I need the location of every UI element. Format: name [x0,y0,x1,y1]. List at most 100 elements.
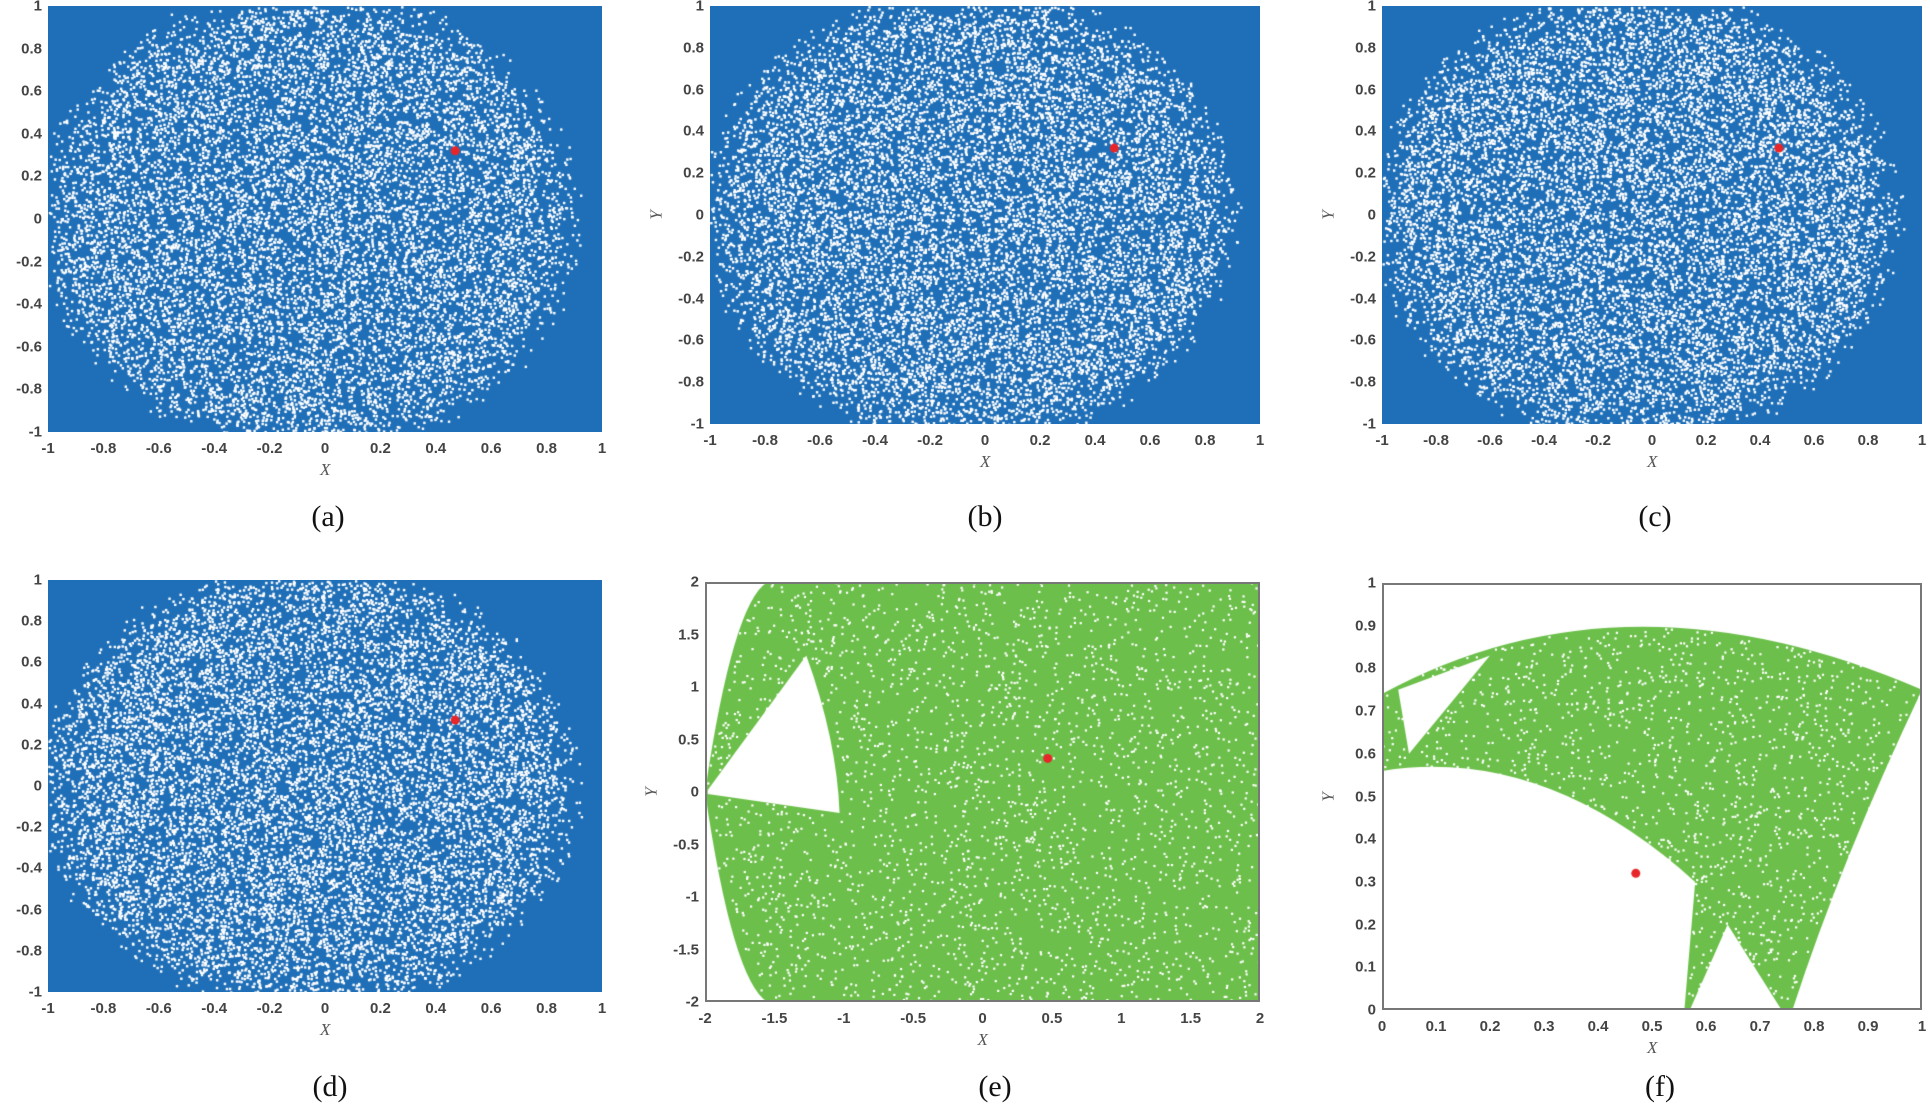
x-tick-label: 0.8 [1857,432,1879,449]
x-tick-label: 0.3 [1533,1018,1555,1035]
x-tick-label: 0.2 [1479,1018,1501,1035]
y-tick-label: 2 [690,573,699,591]
y-tick-label: 0 [695,206,704,224]
x-tick-label: -0.6 [145,440,172,457]
y-axis-label: Y [0,781,5,790]
x-tick-label: 0 [320,440,330,457]
x-tick-label: 1.5 [1180,1010,1202,1027]
x-tick-label: -0.6 [1477,432,1503,449]
y-tick-label: 0.9 [1355,617,1376,635]
x-tick-label: 1 [1917,432,1927,449]
x-tick-label: -2 [698,1010,712,1027]
x-tick-label: -0.6 [807,432,833,449]
y-tick-label: 0 [1367,206,1376,224]
y-tick-label: -0.8 [16,942,42,960]
plot-area-d [48,580,602,992]
plot-area-b [710,6,1260,424]
y-tick-label: 1 [33,0,42,15]
y-axis-label: Y [0,214,5,223]
x-tick-label: 0.4 [425,440,447,457]
y-axis-label: Y [641,787,661,797]
x-tick-label: 0.2 [369,440,391,457]
scatter-canvas [48,580,602,992]
y-tick-label: 0 [33,210,42,228]
y-tick-label: -0.4 [16,295,42,313]
x-axis-label: X [320,460,331,479]
panel-caption: (a) [311,500,345,533]
x-tick-label: 0.6 [1695,1018,1717,1035]
scatter-canvas [1382,6,1922,424]
x-tick-label: 0.1 [1425,1018,1447,1035]
y-tick-label: 1 [1367,574,1376,592]
y-tick-label: -0.8 [16,380,42,398]
x-tick-label: -0.2 [256,440,283,457]
x-tick-label: -1 [41,1000,55,1017]
plot-area-c [1382,6,1922,424]
y-tick-label: -1 [28,423,42,441]
y-tick-label: 0.8 [21,40,42,58]
x-tick-label: 0.8 [536,440,558,457]
y-tick-label: 0.5 [1355,788,1376,805]
y-tick-label: -0.6 [16,338,42,356]
y-tick-label: 1 [1367,0,1376,15]
x-tick-label: 2 [1255,1010,1265,1027]
y-tick-label: -1 [1362,415,1376,433]
x-axis-label: X [320,1020,331,1039]
x-tick-label: -0.2 [917,432,943,449]
x-tick-label: 0.2 [1695,432,1717,449]
x-tick-label: -0.8 [90,440,117,457]
x-tick-label: -1 [41,440,55,457]
x-tick-label: 0.7 [1749,1018,1771,1035]
x-tick-label: -0.2 [256,1000,283,1017]
y-tick-label: 0.8 [1355,659,1376,677]
x-tick-label: -1 [703,432,717,449]
y-tick-label: 0.6 [1355,81,1376,99]
x-tick-label: 0.6 [1803,432,1825,449]
x-tick-label: 0.5 [1641,1018,1663,1035]
scatter-canvas [705,582,1260,1002]
x-tick-label: 0.4 [425,1000,447,1017]
x-tick-label: 0.2 [1029,432,1051,449]
x-tick-label: -1.5 [761,1010,788,1027]
x-tick-label: 0.4 [1084,432,1106,449]
x-tick-label: 1 [597,1000,607,1017]
y-tick-label: -0.2 [16,818,42,836]
x-tick-label: 0.6 [480,1000,502,1017]
x-tick-label: -0.5 [900,1010,927,1027]
y-tick-label: -0.8 [1350,373,1376,391]
x-tick-label: 0.4 [1587,1018,1609,1035]
panel-caption: (c) [1638,500,1672,533]
x-tick-label: 0.2 [369,1000,391,1017]
x-tick-label: -0.4 [201,1000,228,1017]
y-tick-label: -0.2 [16,253,42,271]
y-tick-label: 0.2 [683,164,704,182]
y-tick-label: 0 [690,783,699,801]
y-tick-label: 0.8 [1355,39,1376,57]
x-tick-label: 0.8 [536,1000,558,1017]
y-tick-label: -0.2 [1350,248,1376,266]
x-tick-label: 1 [1917,1018,1927,1035]
plot-area-f [1382,583,1922,1010]
y-tick-label: -2 [685,993,699,1011]
x-tick-label: 0 [1377,1018,1387,1035]
panel-caption: (f) [1645,1070,1675,1103]
x-tick-label: -0.4 [1531,432,1557,449]
y-tick-label: 0.2 [1355,916,1376,934]
y-tick-label: -1 [685,888,699,906]
y-tick-label: -1 [28,983,42,1001]
x-tick-label: -0.8 [1423,432,1449,449]
x-axis-label: X [1647,1038,1658,1057]
x-tick-label: 0.6 [1139,432,1161,449]
panel-caption: (e) [978,1070,1012,1103]
y-axis-label: Y [1318,210,1338,220]
y-tick-label: -1.5 [673,941,699,958]
y-tick-label: -0.6 [678,331,704,349]
panel-caption: (b) [967,500,1003,533]
x-tick-label: 0.5 [1041,1010,1063,1027]
x-tick-label: 0 [978,1010,987,1027]
y-tick-label: 0.4 [1355,830,1376,848]
x-tick-label: 0.8 [1803,1018,1825,1035]
y-tick-label: 0.4 [1355,122,1376,140]
x-axis-label: X [980,452,991,471]
x-tick-label: -0.6 [145,1000,172,1017]
